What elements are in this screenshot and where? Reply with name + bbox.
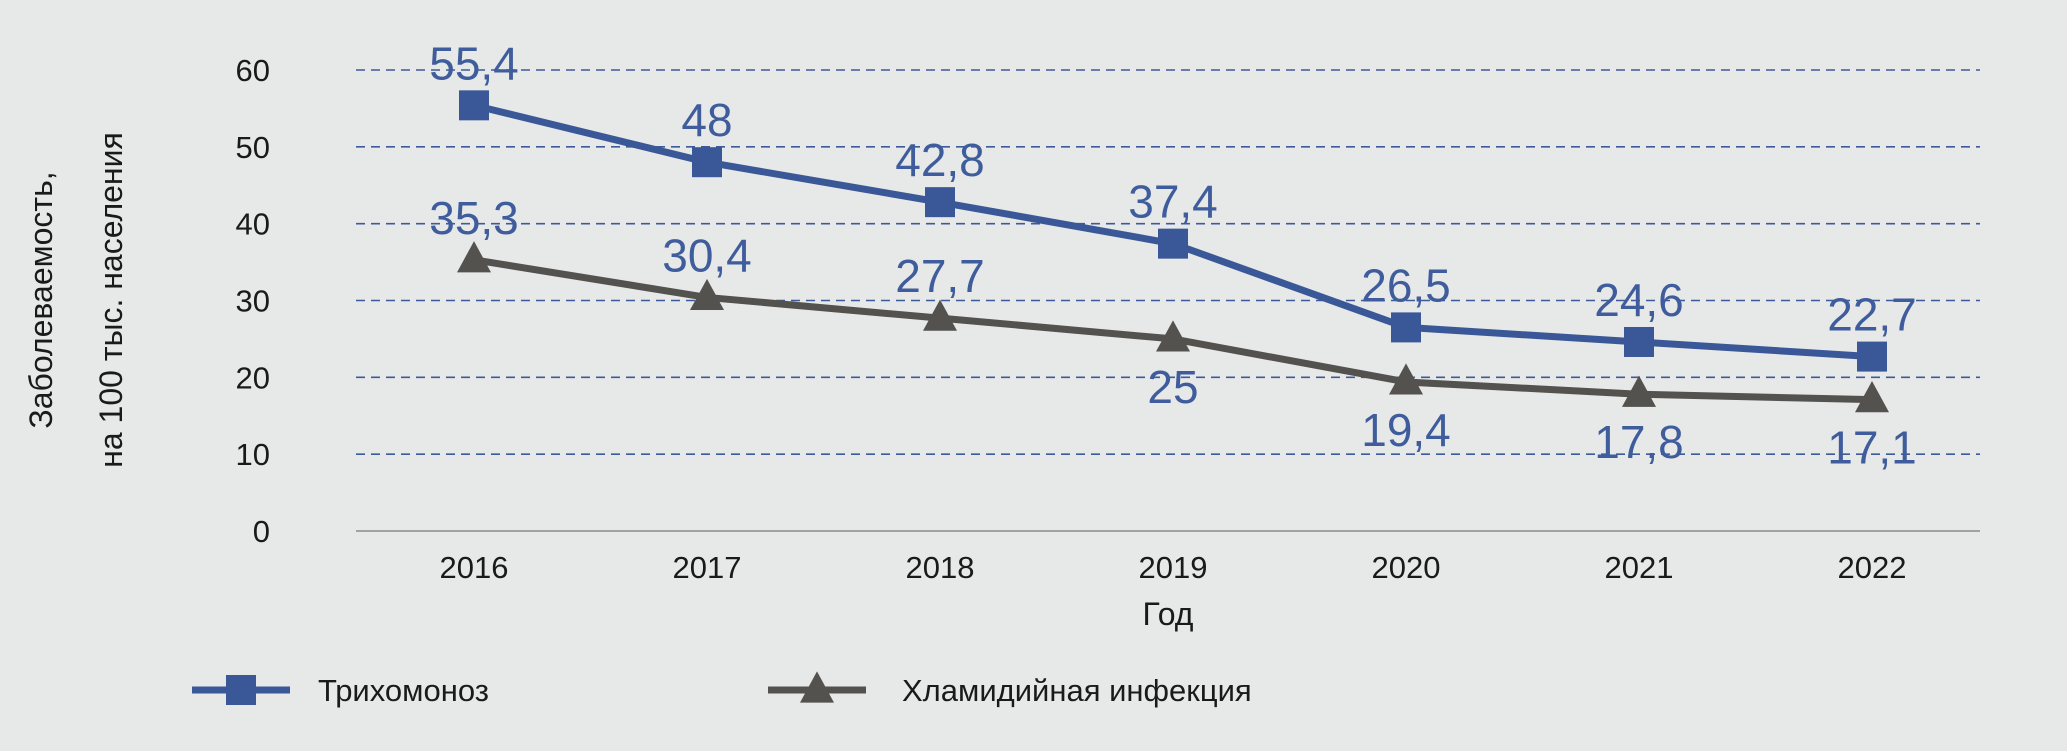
marker-triangle: [1156, 320, 1190, 352]
data-labels: 55,4 48 42,8 37,4 26,5 24,6 22,7 35,3 30,4 27,7 25…: [429, 37, 1917, 473]
x-axis-title: Год: [1143, 596, 1194, 632]
series: [457, 90, 1889, 413]
marker-square: [692, 147, 722, 178]
data-label: 48: [681, 94, 732, 146]
y-tick-label: 30: [236, 284, 270, 319]
legend-label: Хламидийная инфекция: [902, 673, 1252, 708]
marker-triangle: [690, 278, 724, 311]
marker-square: [1391, 312, 1421, 343]
legend: Трихомоноз Хламидийная инфекция: [192, 671, 1252, 708]
data-label: 27,7: [895, 250, 985, 302]
marker-square: [925, 187, 955, 218]
legend-item: Хламидийная инфекция: [768, 671, 1252, 708]
gridlines: [356, 69, 1980, 455]
data-label: 35,3: [429, 192, 519, 244]
data-label: 19,4: [1361, 404, 1451, 456]
marker-triangle: [800, 671, 834, 703]
data-label: 24,6: [1594, 274, 1684, 326]
marker-square: [1857, 341, 1887, 372]
x-tick-label: 2021: [1605, 550, 1674, 585]
axes: 0 10 20 30 40 50 60 2016 2017 2018 2019 2020 2021 202…: [23, 53, 1980, 632]
marker-square: [1158, 228, 1188, 259]
marker-square: [226, 675, 256, 705]
data-label: 17,8: [1594, 416, 1684, 468]
y-tick-label: 60: [236, 53, 270, 88]
data-label: 17,1: [1827, 422, 1917, 474]
x-tick-label: 2020: [1372, 550, 1441, 585]
marker-square: [1624, 326, 1654, 357]
marker-triangle: [1855, 381, 1889, 413]
marker-square: [459, 90, 489, 121]
y-tick-label: 50: [236, 130, 270, 165]
data-label: 22,7: [1827, 289, 1917, 341]
x-tick-label: 2018: [906, 550, 975, 585]
marker-triangle: [923, 299, 957, 331]
data-label: 55,4: [429, 37, 519, 89]
x-tick-label: 2017: [673, 550, 742, 585]
data-label: 42,8: [895, 134, 985, 186]
legend-item: Трихомоноз: [192, 673, 489, 708]
data-label: 37,4: [1128, 176, 1218, 228]
data-label: 26,5: [1361, 259, 1451, 311]
data-label: 30,4: [662, 229, 752, 281]
marker-triangle: [457, 241, 491, 273]
y-axis-title: Заболеваемость,: [23, 171, 59, 428]
x-tick-label: 2016: [440, 550, 509, 585]
legend-label: Трихомоноз: [318, 673, 489, 708]
marker-triangle: [1389, 363, 1423, 395]
y-axis-title: на 100 тыс. населения: [93, 132, 129, 468]
y-tick-label: 10: [236, 437, 270, 472]
y-tick-label: 40: [236, 207, 270, 242]
y-tick-label: 20: [236, 360, 270, 395]
x-tick-label: 2022: [1838, 550, 1907, 585]
y-tick-label: 0: [253, 514, 270, 549]
data-label: 25: [1147, 361, 1198, 413]
x-tick-label: 2019: [1139, 550, 1208, 585]
marker-triangle: [1622, 375, 1656, 407]
